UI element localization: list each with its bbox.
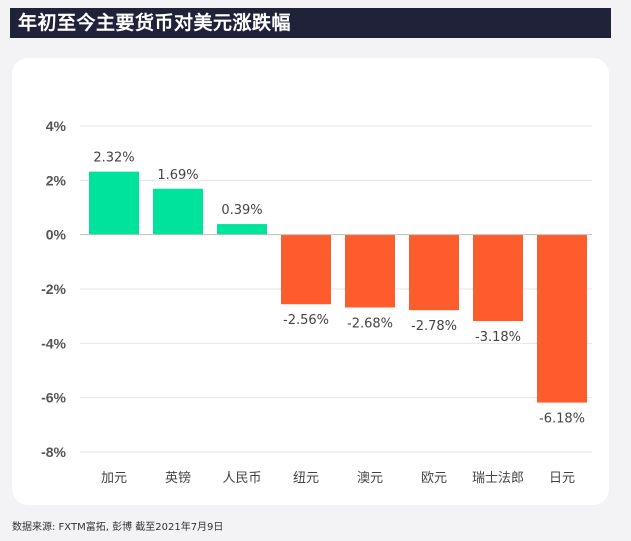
- data-label: 1.69%: [157, 168, 198, 183]
- bar: [409, 234, 459, 311]
- y-axis-ticks: 4% 2% 0% -2% -4% -6% -8%: [41, 118, 66, 460]
- data-label: -2.68%: [347, 316, 393, 331]
- y-tick-label: 4%: [46, 118, 67, 134]
- category-label: 加元: [101, 471, 127, 486]
- y-tick-label: -6%: [41, 390, 66, 406]
- data-label: 0.39%: [221, 203, 262, 218]
- category-label: 欧元: [421, 471, 447, 486]
- y-tick-label: -4%: [41, 335, 66, 351]
- category-label: 纽元: [293, 471, 319, 486]
- y-tick-label: -8%: [41, 444, 66, 460]
- y-tick-label: -2%: [41, 281, 66, 297]
- bar: [537, 234, 587, 403]
- data-labels: 2.32% 1.69% 0.39% -2.56% -2.68% -2.78% -3.18% -…: [93, 151, 585, 427]
- bar: [89, 171, 139, 235]
- bar: [217, 224, 267, 235]
- x-axis-categories: 加元 英镑 人民币 纽元 澳元 欧元 瑞士法郎 日元: [101, 470, 575, 486]
- data-label: -6.18%: [539, 412, 585, 427]
- category-label: 澳元: [357, 470, 383, 486]
- data-label: -2.56%: [283, 313, 329, 328]
- category-label: 英镑: [165, 470, 191, 486]
- data-label: 2.32%: [93, 151, 134, 166]
- bar: [153, 188, 203, 235]
- y-tick-label: 2%: [46, 172, 67, 188]
- category-label: 日元: [549, 471, 575, 486]
- category-label: 人民币: [222, 471, 261, 486]
- bar: [345, 234, 395, 308]
- y-tick-label: 0%: [46, 227, 67, 243]
- chart-title: 年初至今主要货币对美元涨跌幅: [10, 8, 611, 38]
- category-label: 瑞士法郎: [472, 471, 524, 486]
- data-label: -3.18%: [475, 330, 521, 345]
- bar: [281, 234, 331, 305]
- bars: [89, 171, 587, 403]
- gridlines: [80, 125, 592, 453]
- source-note: 数据来源: FXTM富拓, 彭博 截至2021年7月9日: [12, 522, 224, 533]
- data-label: -2.78%: [411, 319, 457, 334]
- bar: [473, 234, 523, 322]
